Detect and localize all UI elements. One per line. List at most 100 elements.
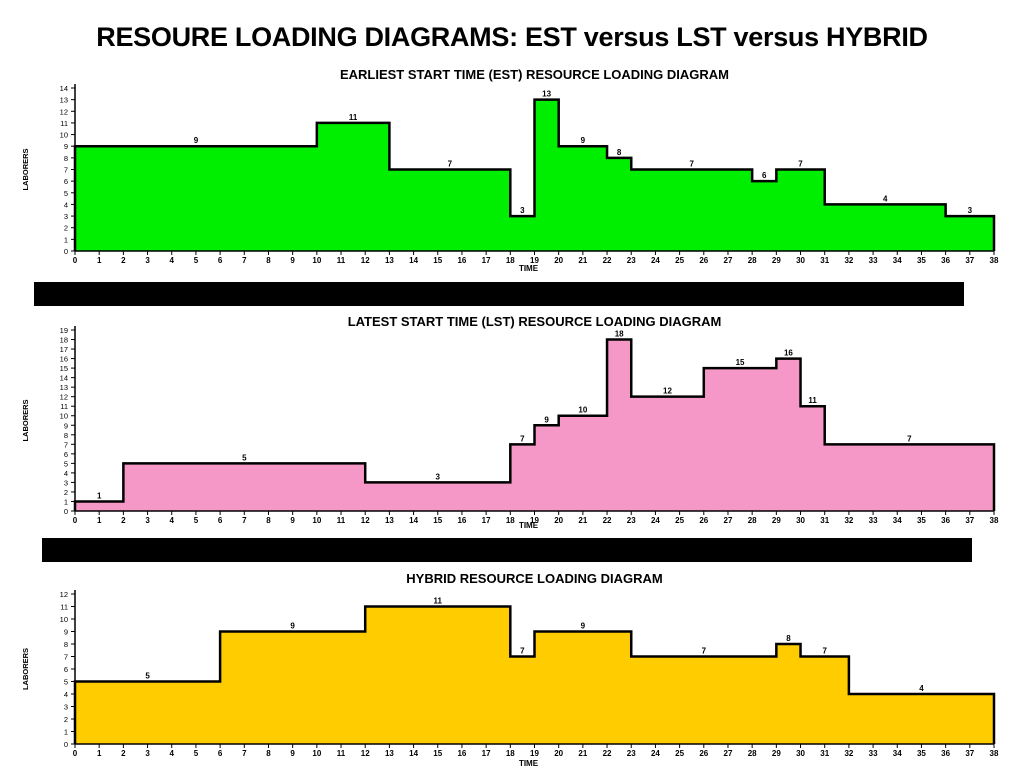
y-tick-label: 16 xyxy=(60,355,68,364)
x-tick-label: 36 xyxy=(941,749,950,758)
x-axis-label: TIME xyxy=(519,759,539,768)
loading-segment xyxy=(776,358,801,511)
loading-segment xyxy=(776,644,801,744)
x-tick-label: 38 xyxy=(990,256,999,265)
x-tick-label: 2 xyxy=(121,516,126,525)
y-tick-label: 18 xyxy=(60,336,68,345)
x-tick-label: 27 xyxy=(724,749,733,758)
y-tick-label: 1 xyxy=(64,728,68,737)
x-tick-label: 2 xyxy=(121,256,126,265)
x-tick-label: 11 xyxy=(337,749,346,758)
x-tick-label: 13 xyxy=(385,516,394,525)
data-label: 1 xyxy=(97,491,102,500)
data-label: 18 xyxy=(615,330,624,339)
x-tick-label: 19 xyxy=(530,256,539,265)
y-tick-label: 5 xyxy=(64,459,68,468)
y-tick-label: 5 xyxy=(64,189,68,198)
y-tick-label: 13 xyxy=(60,96,68,105)
loading-segment xyxy=(848,694,994,744)
x-tick-label: 23 xyxy=(627,256,636,265)
x-tick-label: 8 xyxy=(266,516,271,525)
loading-segment xyxy=(389,169,511,251)
x-tick-label: 7 xyxy=(242,516,247,525)
data-label: 3 xyxy=(436,472,441,481)
loading-segment xyxy=(365,482,511,511)
y-axis-label: LABORERS xyxy=(21,648,30,690)
data-label: 6 xyxy=(762,171,767,180)
y-tick-label: 2 xyxy=(64,224,68,233)
data-label: 5 xyxy=(145,672,150,681)
y-tick-label: 6 xyxy=(64,177,68,186)
y-tick-label: 2 xyxy=(64,715,68,724)
x-tick-label: 33 xyxy=(869,256,878,265)
loading-segment xyxy=(510,444,535,511)
y-tick-label: 13 xyxy=(60,383,68,392)
loading-segment xyxy=(75,681,221,744)
x-tick-label: 26 xyxy=(699,516,708,525)
x-tick-label: 24 xyxy=(651,516,660,525)
data-label: 15 xyxy=(736,358,745,367)
y-tick-label: 11 xyxy=(60,402,68,411)
loading-segment xyxy=(631,656,777,744)
x-tick-label: 14 xyxy=(409,516,418,525)
x-tick-label: 1 xyxy=(97,256,102,265)
loading-segment xyxy=(824,444,994,511)
loading-segment xyxy=(75,501,124,511)
x-tick-label: 5 xyxy=(194,516,199,525)
data-label: 7 xyxy=(520,434,525,443)
x-tick-label: 5 xyxy=(194,749,199,758)
x-tick-label: 27 xyxy=(724,516,733,525)
x-tick-label: 3 xyxy=(145,516,150,525)
x-tick-label: 4 xyxy=(170,516,175,525)
y-tick-label: 10 xyxy=(60,131,68,140)
loading-outline xyxy=(73,605,996,744)
y-tick-label: 4 xyxy=(64,469,68,478)
data-label: 8 xyxy=(617,148,622,157)
x-tick-label: 28 xyxy=(748,749,757,758)
x-tick-label: 4 xyxy=(170,256,175,265)
loading-segment xyxy=(800,406,825,511)
x-tick-label: 19 xyxy=(530,516,539,525)
loading-segment xyxy=(558,415,608,511)
x-tick-label: 22 xyxy=(603,516,612,525)
x-tick-label: 14 xyxy=(409,749,418,758)
y-tick-label: 17 xyxy=(60,345,68,354)
x-tick-label: 23 xyxy=(627,516,636,525)
x-tick-label: 36 xyxy=(941,516,950,525)
chart-title: EARLIEST START TIME (EST) RESOURCE LOADI… xyxy=(340,67,729,82)
y-tick-label: 10 xyxy=(60,412,68,421)
x-tick-label: 25 xyxy=(675,516,684,525)
data-label: 4 xyxy=(883,194,888,203)
x-axis-label: TIME xyxy=(519,521,539,530)
loading-segment xyxy=(510,216,535,251)
x-tick-label: 17 xyxy=(482,256,491,265)
data-label: 8 xyxy=(786,634,791,643)
x-tick-label: 32 xyxy=(844,256,853,265)
x-tick-label: 34 xyxy=(893,516,902,525)
x-tick-label: 35 xyxy=(917,749,926,758)
data-label: 9 xyxy=(544,415,549,424)
data-label: 3 xyxy=(968,206,973,215)
y-tick-label: 2 xyxy=(64,488,68,497)
x-tick-label: 27 xyxy=(724,256,733,265)
loading-segment xyxy=(123,463,366,511)
y-tick-label: 10 xyxy=(60,615,68,624)
y-axis-label: LABORERS xyxy=(21,148,30,190)
x-tick-label: 12 xyxy=(361,516,370,525)
x-tick-label: 36 xyxy=(941,256,950,265)
y-tick-label: 1 xyxy=(64,235,68,244)
x-tick-label: 15 xyxy=(433,256,442,265)
section-divider-bar xyxy=(42,538,972,562)
loading-segment xyxy=(945,216,994,251)
y-tick-label: 8 xyxy=(64,154,68,163)
x-tick-label: 20 xyxy=(554,256,563,265)
x-tick-label: 21 xyxy=(578,749,587,758)
loading-segment xyxy=(607,157,632,251)
y-tick-label: 15 xyxy=(60,364,68,373)
x-tick-label: 21 xyxy=(578,256,587,265)
page-title: RESOURE LOADING DIAGRAMS: EST versus LST… xyxy=(96,22,928,52)
x-tick-label: 2 xyxy=(121,749,126,758)
x-tick-label: 17 xyxy=(482,516,491,525)
x-tick-label: 37 xyxy=(965,256,974,265)
x-tick-label: 16 xyxy=(457,749,466,758)
